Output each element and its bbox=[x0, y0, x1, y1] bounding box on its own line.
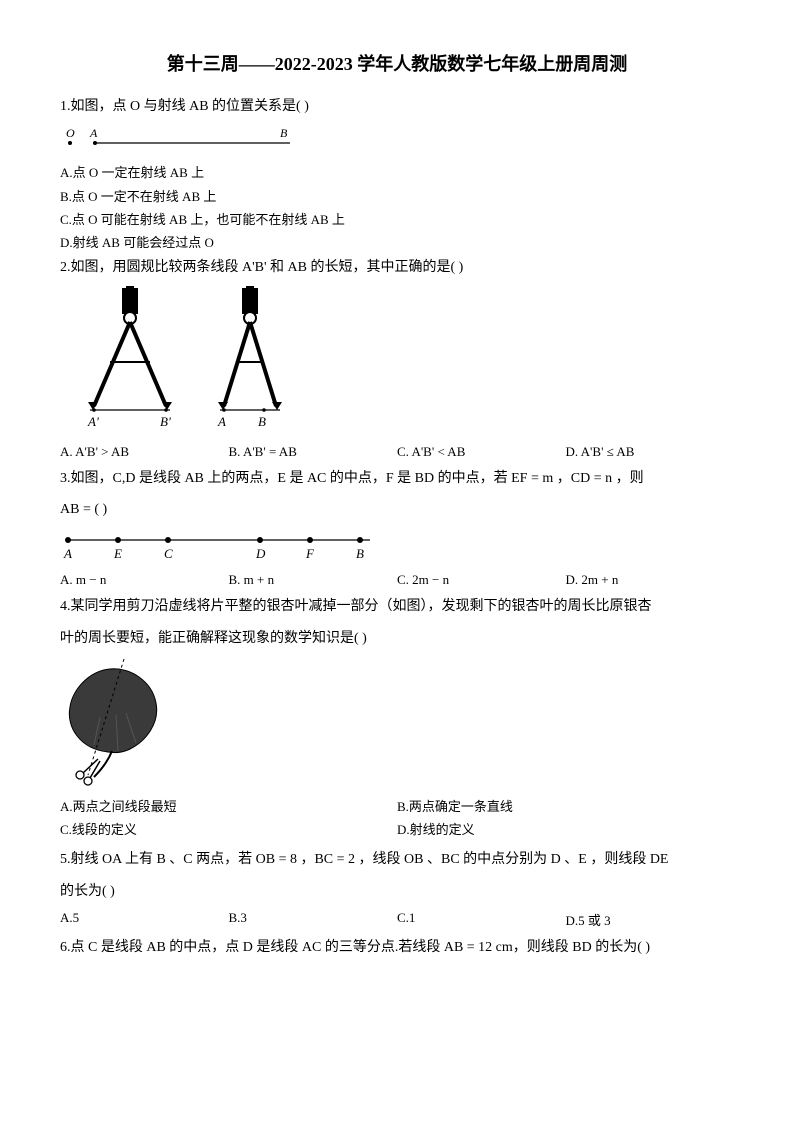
q5-optA: A.5 bbox=[60, 910, 229, 929]
q1-optA: A.点 O 一定在射线 AB 上 bbox=[60, 161, 734, 184]
q1-text: 1.如图，点 O 与射线 AB 的位置关系是( ) bbox=[60, 94, 734, 119]
q3-label-F: F bbox=[305, 546, 315, 561]
q5-options: A.5 B.3 C.1 D.5 或 3 bbox=[60, 910, 734, 929]
q5-optB: B.3 bbox=[229, 910, 398, 929]
q4-optB: B.两点确定一条直线 bbox=[397, 795, 734, 818]
q1-optB: B.点 O 一定不在射线 AB 上 bbox=[60, 185, 734, 208]
q3-label-A: A bbox=[63, 546, 72, 561]
q4-text2: 叶的周长要短，能正确解释这现象的数学知识是( ) bbox=[60, 626, 734, 651]
q3-optC: C. 2m − n bbox=[397, 572, 566, 588]
q2-optB: B. A'B' = AB bbox=[229, 444, 398, 460]
q2-label-A: A bbox=[217, 414, 226, 429]
q3-label-C: C bbox=[164, 546, 173, 561]
q1-figure: O A B bbox=[60, 125, 734, 153]
q2-text: 2.如图，用圆规比较两条线段 A'B' 和 AB 的长短，其中正确的是( ) bbox=[60, 255, 734, 280]
q1-optD: D.射线 AB 可能会经过点 O bbox=[60, 231, 734, 254]
q5-text1: 5.射线 OA 上有 B 、C 两点，若 OB = 8 ，BC = 2 ，线段 … bbox=[60, 847, 734, 872]
q4-optC: C.线段的定义 bbox=[60, 818, 397, 841]
q3-label-B: B bbox=[356, 546, 364, 561]
q3-label-D: D bbox=[255, 546, 266, 561]
page-title: 第十三周——2022-2023 学年人教版数学七年级上册周周测 bbox=[60, 50, 734, 76]
q2-figure: A' B' A B bbox=[60, 286, 734, 436]
q2-label-Bp: B' bbox=[160, 414, 171, 429]
q4-optD: D.射线的定义 bbox=[397, 818, 734, 841]
q3-figure: A E C D F B bbox=[60, 528, 734, 564]
q2-optA: A. A'B' > AB bbox=[60, 444, 229, 460]
q3-options: A. m − n B. m + n C. 2m − n D. 2m + n bbox=[60, 572, 734, 588]
q3-optD: D. 2m + n bbox=[566, 572, 735, 588]
q3-label-E: E bbox=[113, 546, 122, 561]
q4-options: A.两点之间线段最短 B.两点确定一条直线 C.线段的定义 D.射线的定义 bbox=[60, 795, 734, 842]
q5-optD: D.5 或 3 bbox=[566, 910, 735, 929]
q4-optA: A.两点之间线段最短 bbox=[60, 795, 397, 818]
q2-optC: C. A'B' < AB bbox=[397, 444, 566, 460]
q3-text2: AB = ( ) bbox=[60, 497, 734, 522]
q3-optA: A. m − n bbox=[60, 572, 229, 588]
q4-text1: 4.某同学用剪刀沿虚线将片平整的银杏叶减掉一部分（如图），发现剩下的银杏叶的周长… bbox=[60, 594, 734, 619]
q2-options: A. A'B' > AB B. A'B' = AB C. A'B' < AB D… bbox=[60, 444, 734, 460]
q4-figure bbox=[60, 657, 734, 787]
q2-optD: D. A'B' ≤ AB bbox=[566, 444, 735, 460]
q2-label-B: B bbox=[258, 414, 266, 429]
q1-label-O: O bbox=[66, 126, 75, 140]
q1-options: A.点 O 一定在射线 AB 上 B.点 O 一定不在射线 AB 上 C.点 O… bbox=[60, 161, 734, 255]
q6-text: 6.点 C 是线段 AB 的中点，点 D 是线段 AC 的三等分点.若线段 AB… bbox=[60, 935, 734, 960]
q3-optB: B. m + n bbox=[229, 572, 398, 588]
q1-label-A: A bbox=[89, 126, 98, 140]
q2-label-Ap: A' bbox=[87, 414, 99, 429]
q3-text1: 3.如图，C,D 是线段 AB 上的两点，E 是 AC 的中点，F 是 BD 的… bbox=[60, 466, 734, 491]
q5-optC: C.1 bbox=[397, 910, 566, 929]
q1-optC: C.点 O 可能在射线 AB 上，也可能不在射线 AB 上 bbox=[60, 208, 734, 231]
q5-text2: 的长为( ) bbox=[60, 879, 734, 904]
q1-label-B: B bbox=[280, 126, 288, 140]
